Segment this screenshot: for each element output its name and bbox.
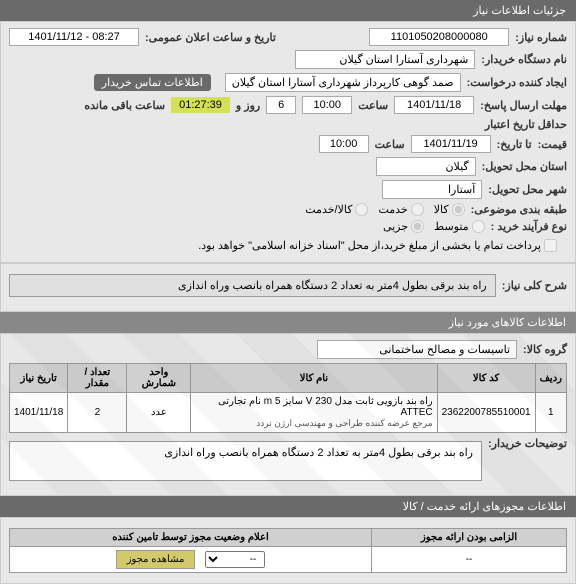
cell-name: راه بند بازویی ثابت مدل 230 V سایز 5 m ن… — [191, 393, 437, 433]
cell-idx: 1 — [535, 393, 566, 433]
classification-radios: کالا خدمت کالا/خدمت — [305, 203, 464, 216]
buyer-device-label: نام دستگاه خریدار: — [481, 53, 567, 66]
province-value: گیلان — [376, 157, 476, 176]
remaining-time-label: ساعت باقی مانده — [84, 99, 165, 112]
response-deadline-label: مهلت ارسال پاسخ: — [480, 99, 567, 112]
panel-permits: الزامی بودن ارائه مجوز اعلام وضعیت مجوز … — [0, 517, 576, 584]
radio-khadmat[interactable]: خدمت — [378, 203, 423, 216]
col-idx: ردیف — [535, 364, 566, 393]
buyer-notes-value: راه بند برقی بطول 4متر به تعداد 2 دستگاه… — [9, 441, 482, 481]
province-label: استان محل تحویل: — [482, 160, 567, 173]
permit-row: -- -- مشاهده مجوز — [10, 547, 567, 573]
items-table: ردیف کد کالا نام کالا واحد شمارش تعداد /… — [9, 363, 567, 433]
col-date: تاریخ نیاز — [10, 364, 68, 393]
goods-group-label: گروه کالا: — [523, 343, 567, 356]
payment-note: پرداخت تمام یا بخشی از مبلغ خرید،از محل … — [198, 239, 541, 252]
permit-status-select[interactable]: -- — [205, 551, 265, 568]
validity-until-label: تا تاریخ: — [497, 138, 532, 151]
header-details: جزئیات اطلاعات نیاز — [0, 0, 576, 21]
announce-datetime-label: تاریخ و ساعت اعلان عمومی: — [145, 31, 276, 44]
validity-time-value: 10:00 — [319, 135, 369, 153]
day-label: روز و — [236, 99, 260, 112]
response-time-value: 10:00 — [302, 96, 352, 114]
panel-summary: شرح کلی نیاز: راه بند برقی بطول 4متر به … — [0, 263, 576, 312]
radio-both[interactable]: کالا/خدمت — [305, 203, 368, 216]
need-number-label: شماره نیاز: — [515, 31, 567, 44]
header-items-info: اطلاعات کالاهای مورد نیاز — [0, 312, 576, 333]
need-number-value: 1101050208000080 — [369, 28, 509, 46]
header-permits: اطلاعات مجوزهای ارائه خدمت / کالا — [0, 496, 576, 517]
buyer-notes-label: توضیحات خریدار: — [488, 437, 567, 450]
remaining-days-value: 6 — [266, 96, 296, 114]
panel-main: شماره نیاز: 1101050208000080 تاریخ و ساع… — [0, 21, 576, 263]
classification-label: طبقه بندی موضوعی: — [471, 203, 567, 216]
response-date-value: 1401/11/18 — [394, 96, 474, 114]
purchase-type-radios: متوسط جزیی — [383, 220, 485, 233]
panel-items: گروه کالا: تاسیسات و مصالح ساختمانی ردیف… — [0, 333, 576, 496]
permit-cell-mandatory: -- — [372, 547, 567, 573]
radio-kala[interactable]: کالا — [434, 203, 465, 216]
buyer-device-value: شهرداری آستارا استان گیلان — [295, 50, 475, 69]
need-summary-value: راه بند برقی بطول 4متر به تعداد 2 دستگاه… — [9, 274, 496, 297]
time-label-2: ساعت — [375, 138, 405, 151]
permit-col-1: الزامی بودن ارائه مجوز — [372, 529, 567, 547]
purchase-type-label: نوع فرآیند خرید : — [491, 220, 567, 233]
col-qty: تعداد / مقدار — [68, 364, 127, 393]
requester-label: ایجاد کننده درخواست: — [467, 76, 567, 89]
permit-cell-status: -- مشاهده مجوز — [10, 547, 372, 573]
validity-date-value: 1401/11/19 — [411, 135, 491, 153]
time-label-1: ساعت — [358, 99, 388, 112]
city-value: آستارا — [382, 180, 482, 199]
validity-min-label: حداقل تاریخ اعتبار — [485, 118, 567, 131]
countdown-value: 01:27:39 — [171, 97, 230, 113]
cell-code: 2362200785510001 — [437, 393, 535, 433]
city-label: شهر محل تحویل: — [488, 183, 567, 196]
announce-datetime-value: 1401/11/12 - 08:27 — [9, 28, 139, 46]
radio-middle[interactable]: متوسط — [434, 220, 485, 233]
need-summary-label: شرح کلی نیاز: — [502, 279, 567, 292]
contact-link[interactable]: اطلاعات تماس خریدار — [94, 74, 211, 91]
cell-qty: 2 — [68, 393, 127, 433]
col-name: نام کالا — [191, 364, 437, 393]
permits-table: الزامی بودن ارائه مجوز اعلام وضعیت مجوز … — [9, 528, 567, 573]
cell-unit: عدد — [127, 393, 191, 433]
cell-date: 1401/11/18 — [10, 393, 68, 433]
col-unit: واحد شمارش — [127, 364, 191, 393]
payment-checkbox[interactable]: پرداخت تمام یا بخشی از مبلغ خرید،از محل … — [198, 239, 557, 252]
col-code: کد کالا — [437, 364, 535, 393]
view-permit-button[interactable]: مشاهده مجوز — [116, 550, 196, 569]
permit-col-2: اعلام وضعیت مجوز توسط تامین کننده — [10, 529, 372, 547]
price-label: قیمت: — [538, 138, 567, 151]
radio-small[interactable]: جزیی — [383, 220, 424, 233]
table-row: 1 2362200785510001 راه بند بازویی ثابت م… — [10, 393, 567, 433]
requester-value: صمد گوهی کارپرداز شهرداری آستارا استان گ… — [225, 73, 461, 92]
goods-group-value: تاسیسات و مصالح ساختمانی — [317, 340, 517, 359]
